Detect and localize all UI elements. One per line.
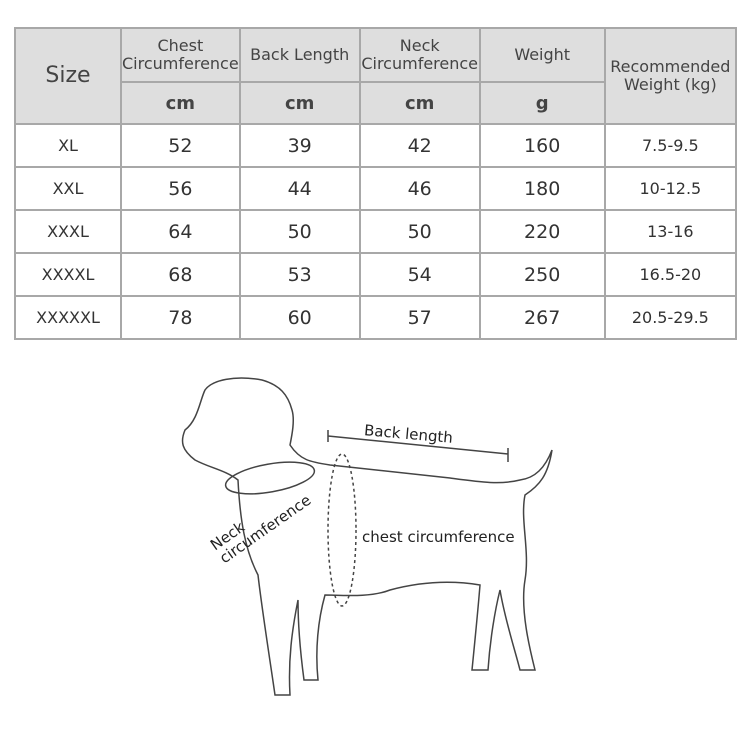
dog-diagram	[181, 377, 553, 696]
header-recommended-weight: Recommended Weight (kg)	[603, 27, 738, 125]
size-chart-table: Size Chest Circumference Back Length Nec…	[14, 27, 738, 340]
table-cell: 44	[238, 166, 361, 211]
table-cell: 10-12.5	[603, 166, 738, 211]
unit-cell: g	[478, 81, 606, 125]
table-cell: 64	[120, 209, 241, 254]
chest-ring	[327, 453, 357, 607]
neck-ring	[224, 461, 316, 495]
back-length-line	[327, 430, 509, 462]
table-cell: 53	[238, 252, 361, 297]
chest-circumference-label: chest circumference	[362, 528, 515, 546]
unit-cell: cm	[120, 81, 241, 125]
header-chest: Chest Circumference	[120, 27, 241, 83]
table-cell: 56	[120, 166, 241, 211]
table-cell: 68	[120, 252, 241, 297]
table-cell: XXXL	[14, 209, 122, 254]
unit-cell: cm	[238, 81, 361, 125]
table-cell: 46	[358, 166, 481, 211]
table-cell: 220	[478, 209, 606, 254]
header-size: Size	[14, 27, 122, 125]
table-cell: 250	[478, 252, 606, 297]
table-cell: 267	[478, 295, 606, 340]
table-cell: 7.5-9.5	[603, 123, 738, 168]
table-cell: 54	[358, 252, 481, 297]
table-row: XXXXL 68 53 54 250 16.5-20	[14, 252, 738, 297]
table-cell: 20.5-29.5	[603, 295, 738, 340]
table-cell: 50	[238, 209, 361, 254]
header-back: Back Length	[238, 27, 361, 83]
dog-outline	[181, 377, 553, 696]
table-cell: 160	[478, 123, 606, 168]
table-cell: XXL	[14, 166, 122, 211]
table-cell: 60	[238, 295, 361, 340]
table-cell: XL	[14, 123, 122, 168]
table-cell: 16.5-20	[603, 252, 738, 297]
table-cell: 78	[120, 295, 241, 340]
table-row: XXXXXL 78 60 57 267 20.5-29.5	[14, 295, 738, 340]
unit-cell: cm	[358, 81, 481, 125]
header-neck: Neck Circumference	[358, 27, 481, 83]
table-cell: 13-16	[603, 209, 738, 254]
table-row: XXXL 64 50 50 220 13-16	[14, 209, 738, 254]
table-row: XL 52 39 42 160 7.5-9.5	[14, 123, 738, 168]
table-cell: 39	[238, 123, 361, 168]
table-row: XXL 56 44 46 180 10-12.5	[14, 166, 738, 211]
table-cell: 57	[358, 295, 481, 340]
table-cell: XXXXXL	[14, 295, 122, 340]
table-cell: 50	[358, 209, 481, 254]
table-cell: 52	[120, 123, 241, 168]
table-cell: 42	[358, 123, 481, 168]
header-weight: Weight	[478, 27, 606, 83]
table-cell: XXXXL	[14, 252, 122, 297]
table-cell: 180	[478, 166, 606, 211]
